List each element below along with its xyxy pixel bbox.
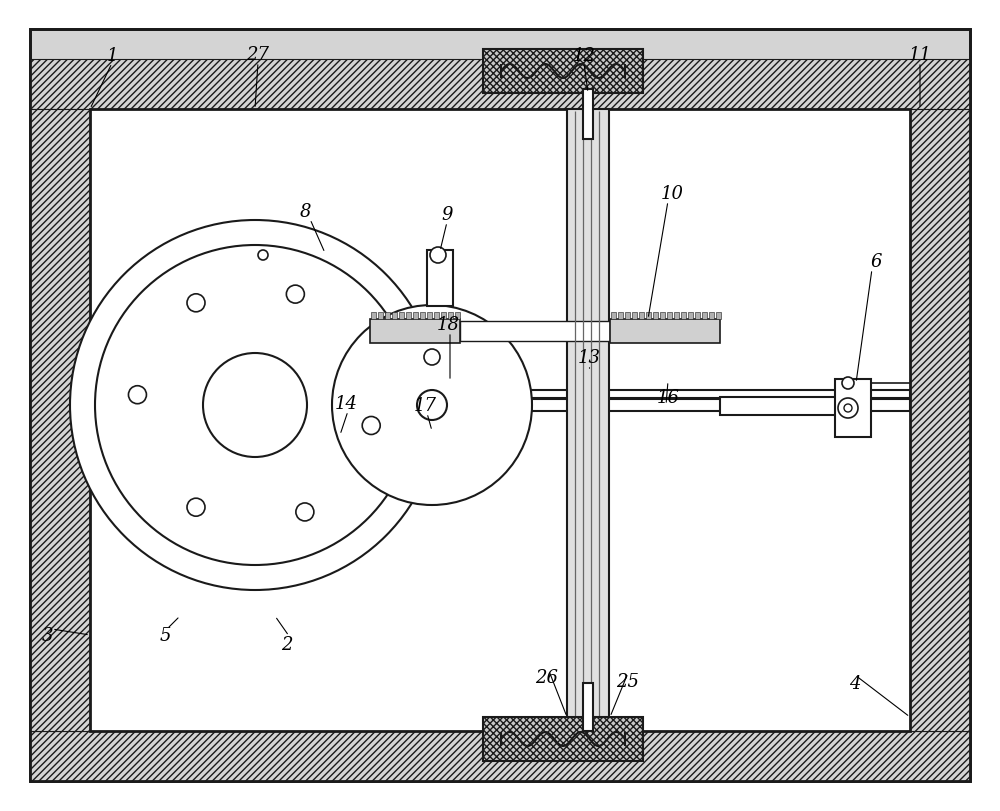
Bar — [611, 312, 616, 320]
Bar — [567, 109, 609, 731]
Text: 4: 4 — [849, 674, 861, 692]
Bar — [90, 109, 910, 731]
Text: 12: 12 — [572, 47, 596, 65]
Circle shape — [128, 386, 146, 404]
Bar — [30, 109, 90, 731]
Bar — [653, 312, 658, 320]
Bar — [583, 683, 593, 731]
Bar — [413, 312, 418, 320]
Bar — [30, 60, 970, 109]
Text: 2: 2 — [281, 635, 293, 653]
Bar — [583, 90, 593, 139]
Circle shape — [187, 294, 205, 312]
Text: 18: 18 — [436, 315, 460, 333]
Bar — [618, 312, 623, 320]
Circle shape — [838, 398, 858, 418]
Bar — [709, 312, 714, 320]
Bar — [660, 312, 665, 320]
Bar — [420, 312, 425, 320]
Bar — [399, 312, 404, 320]
Bar — [455, 312, 460, 320]
Text: 14: 14 — [335, 394, 358, 413]
Circle shape — [95, 246, 415, 565]
Text: 9: 9 — [441, 206, 453, 224]
Bar — [667, 312, 672, 320]
Bar — [625, 312, 630, 320]
Circle shape — [258, 251, 268, 260]
Text: 11: 11 — [908, 46, 931, 64]
Bar — [483, 717, 643, 761]
Circle shape — [286, 285, 304, 304]
Circle shape — [842, 378, 854, 389]
Text: 6: 6 — [870, 253, 882, 271]
Bar — [385, 312, 390, 320]
Bar — [716, 312, 721, 320]
Text: 25: 25 — [616, 672, 640, 690]
Bar — [434, 312, 439, 320]
Bar — [720, 397, 845, 415]
Bar — [30, 731, 970, 781]
Bar — [441, 312, 446, 320]
Bar — [406, 312, 411, 320]
Bar — [646, 312, 651, 320]
Text: 3: 3 — [42, 626, 54, 644]
Bar — [392, 312, 397, 320]
Bar — [378, 312, 383, 320]
Bar — [688, 312, 693, 320]
Text: 10: 10 — [660, 185, 684, 203]
Bar — [356, 391, 910, 398]
Bar — [695, 312, 700, 320]
Bar — [632, 312, 637, 320]
Circle shape — [424, 350, 440, 366]
Bar — [356, 400, 910, 411]
Bar — [460, 322, 610, 341]
Text: 27: 27 — [247, 46, 270, 64]
Bar — [610, 320, 720, 344]
Circle shape — [430, 247, 446, 264]
Circle shape — [332, 306, 532, 505]
Circle shape — [362, 417, 380, 435]
Bar — [702, 312, 707, 320]
Circle shape — [187, 499, 205, 517]
Circle shape — [844, 405, 852, 413]
Bar — [910, 109, 970, 731]
Bar — [639, 312, 644, 320]
Circle shape — [417, 391, 447, 420]
Bar — [370, 320, 460, 344]
Text: 17: 17 — [414, 397, 436, 414]
Bar — [483, 50, 643, 94]
Bar — [427, 251, 453, 307]
Bar — [371, 312, 376, 320]
Circle shape — [70, 221, 440, 590]
Bar — [681, 312, 686, 320]
Circle shape — [296, 504, 314, 521]
Text: 1: 1 — [106, 47, 118, 65]
Text: 26: 26 — [536, 668, 558, 686]
Bar — [427, 312, 432, 320]
Bar — [674, 312, 679, 320]
Text: 8: 8 — [299, 203, 311, 221]
Bar — [835, 380, 871, 437]
Text: 16: 16 — [656, 388, 680, 406]
Circle shape — [203, 354, 307, 457]
Text: 5: 5 — [159, 626, 171, 644]
Text: 13: 13 — [578, 349, 600, 367]
Bar — [448, 312, 453, 320]
